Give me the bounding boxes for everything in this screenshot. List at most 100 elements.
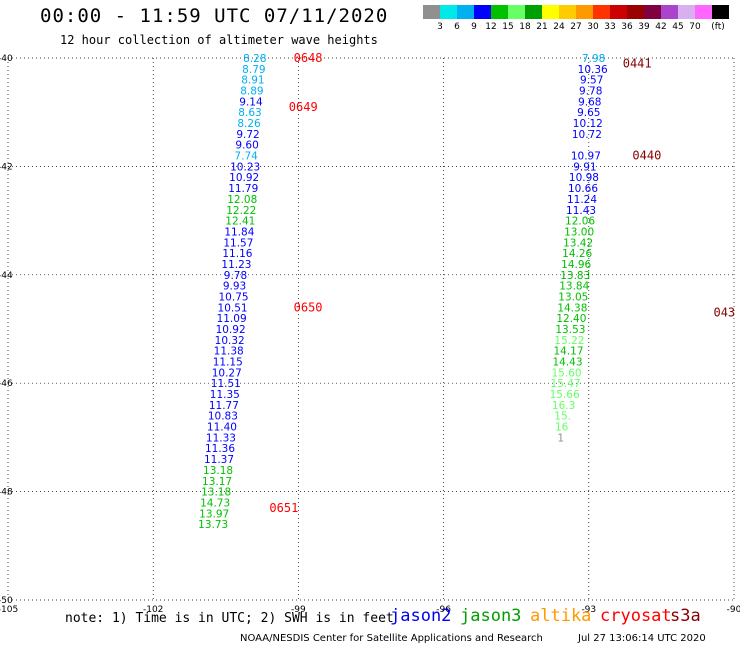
wave-height-point: 11.37 xyxy=(204,454,234,466)
colorbar-label: 36 xyxy=(621,22,633,32)
colorbar-swatch xyxy=(491,5,508,19)
wave-height-point: 14.17 xyxy=(553,346,583,358)
wave-height-point: 12.41 xyxy=(225,216,255,228)
colorbar-label: 45 xyxy=(672,22,684,32)
x-tick-label: -105 xyxy=(0,605,18,615)
wave-height-point: 14.26 xyxy=(562,248,592,260)
wave-height-point: 13.17 xyxy=(202,476,232,488)
wave-height-point: 8.26 xyxy=(237,118,261,130)
wave-height-point: 8.79 xyxy=(242,64,265,76)
wave-height-point: 10.83 xyxy=(208,411,238,423)
x-tick-label: -96 xyxy=(436,605,451,615)
colorbar-swatch xyxy=(627,5,644,19)
colorbar-swatch xyxy=(457,5,474,19)
colorbar-label: 3 xyxy=(437,22,443,32)
wave-height-point: 10.92 xyxy=(216,324,246,336)
wave-height-point: 9.78 xyxy=(224,270,247,282)
colorbar-swatch xyxy=(423,5,440,19)
colorbar-label: 15 xyxy=(502,22,514,32)
wave-height-point: 9.78 xyxy=(579,86,602,98)
wave-height-point: 10.32 xyxy=(215,335,245,347)
colorbar-swatch xyxy=(610,5,627,19)
colorbar-swatch xyxy=(644,5,661,19)
wave-height-point: 12.08 xyxy=(227,194,257,206)
wave-height-point: 11.15 xyxy=(213,357,243,369)
wave-height-point: 10.66 xyxy=(568,183,598,195)
wave-height-point: 15.66 xyxy=(550,389,580,401)
y-tick-label: -40 xyxy=(0,54,13,64)
colorbar-swatch xyxy=(542,5,559,19)
wave-height-point: 8.63 xyxy=(238,107,261,119)
wave-height-point: 16.3 xyxy=(552,400,575,412)
time-label: 0441 xyxy=(623,56,652,70)
wave-height-point: 13.84 xyxy=(559,281,589,293)
colorbar-label: 18 xyxy=(519,22,531,32)
wave-height-point: 10.51 xyxy=(218,302,248,314)
colorbar-swatch xyxy=(661,5,678,19)
wave-height-point: 13.53 xyxy=(555,324,585,336)
colorbar-label: (ft) xyxy=(711,22,725,32)
colorbar-swatch xyxy=(474,5,491,19)
wave-height-point: 10.72 xyxy=(572,129,602,141)
wave-height-point: 11.35 xyxy=(210,389,240,401)
legend-cryosat: cryosat xyxy=(600,606,672,626)
wave-height-point: 14.38 xyxy=(557,302,587,314)
wave-height-point: 13.97 xyxy=(199,508,229,520)
wave-height-point: 13.73 xyxy=(198,519,228,531)
wave-height-point: 9.14 xyxy=(239,96,263,108)
colorbar-label: 42 xyxy=(655,22,667,32)
wave-height-point: 13.18 xyxy=(201,487,231,499)
wave-height-point: 10.12 xyxy=(573,118,603,130)
y-tick-label: -44 xyxy=(0,271,13,281)
colorbar-label: 12 xyxy=(485,22,497,32)
colorbar-swatch xyxy=(712,5,729,19)
colorbar-swatch xyxy=(559,5,576,19)
generated-timestamp: Jul 27 13:06:14 UTC 2020 xyxy=(578,633,706,644)
wave-height-point: 12.22 xyxy=(226,205,256,217)
wave-height-point: 10.97 xyxy=(571,151,601,163)
time-label: 0648 xyxy=(294,51,323,65)
time-label: 0440 xyxy=(632,149,661,163)
wave-height-point: 11.16 xyxy=(222,248,252,260)
wave-height-point: 13.83 xyxy=(560,270,590,282)
legend-s3a: s3a xyxy=(670,606,701,626)
credit-text: NOAA/NESDIS Center for Satellite Applica… xyxy=(240,633,543,644)
colorbar-swatch xyxy=(525,5,542,19)
wave-height-point: 14.73 xyxy=(200,497,230,509)
wave-height-point: 11.57 xyxy=(223,237,253,249)
colorbar-label: 39 xyxy=(638,22,650,32)
colorbar-label: 21 xyxy=(536,22,548,32)
colorbar-swatch xyxy=(678,5,695,19)
wave-height-point: 10.75 xyxy=(219,291,249,303)
wave-height-point: 11.24 xyxy=(567,194,597,206)
wave-height-point: 11.40 xyxy=(207,422,237,434)
wave-height-point: 15. xyxy=(554,411,571,423)
legend-jason2: jason2 xyxy=(390,606,452,626)
wave-height-point: 1 xyxy=(557,432,564,444)
chart-subtitle: 12 hour collection of altimeter wave hei… xyxy=(60,33,378,47)
wave-height-point: 12.40 xyxy=(556,313,586,325)
wave-height-point: 10.92 xyxy=(229,172,259,184)
colorbar-swatch xyxy=(695,5,712,19)
colorbar-labels: 3 6 9 12 15 18 21 24 27 30 33 36 39 42 45 70 (ft) xyxy=(423,22,740,34)
time-label: 043 xyxy=(713,306,735,320)
y-tick-label: -42 xyxy=(0,162,13,172)
colorbar-label: 27 xyxy=(570,22,582,32)
wave-height-point: 11.84 xyxy=(224,226,254,238)
colorbar-swatch xyxy=(593,5,610,19)
wave-height-point: 11.51 xyxy=(211,378,241,390)
wave-height-point: 8.89 xyxy=(240,86,263,98)
colorbar-label: 24 xyxy=(553,22,565,32)
wave-height-point: 11.23 xyxy=(221,259,251,271)
colorbar-label: 30 xyxy=(587,22,599,32)
legend-altika: altika xyxy=(530,606,592,626)
wave-height-point: 15.22 xyxy=(554,335,584,347)
wave-height-point: 11.77 xyxy=(209,400,239,412)
wave-height-point: 7.98 xyxy=(582,53,605,65)
wave-height-point: 13.00 xyxy=(564,226,594,238)
footer-note: note: 1) Time is in UTC; 2) SWH is in fe… xyxy=(65,611,394,626)
colorbar-label: 9 xyxy=(471,22,477,32)
wave-height-point: 8.28 xyxy=(243,53,266,65)
wave-height-point: 7.74 xyxy=(234,151,258,163)
colorbar-swatch xyxy=(508,5,525,19)
